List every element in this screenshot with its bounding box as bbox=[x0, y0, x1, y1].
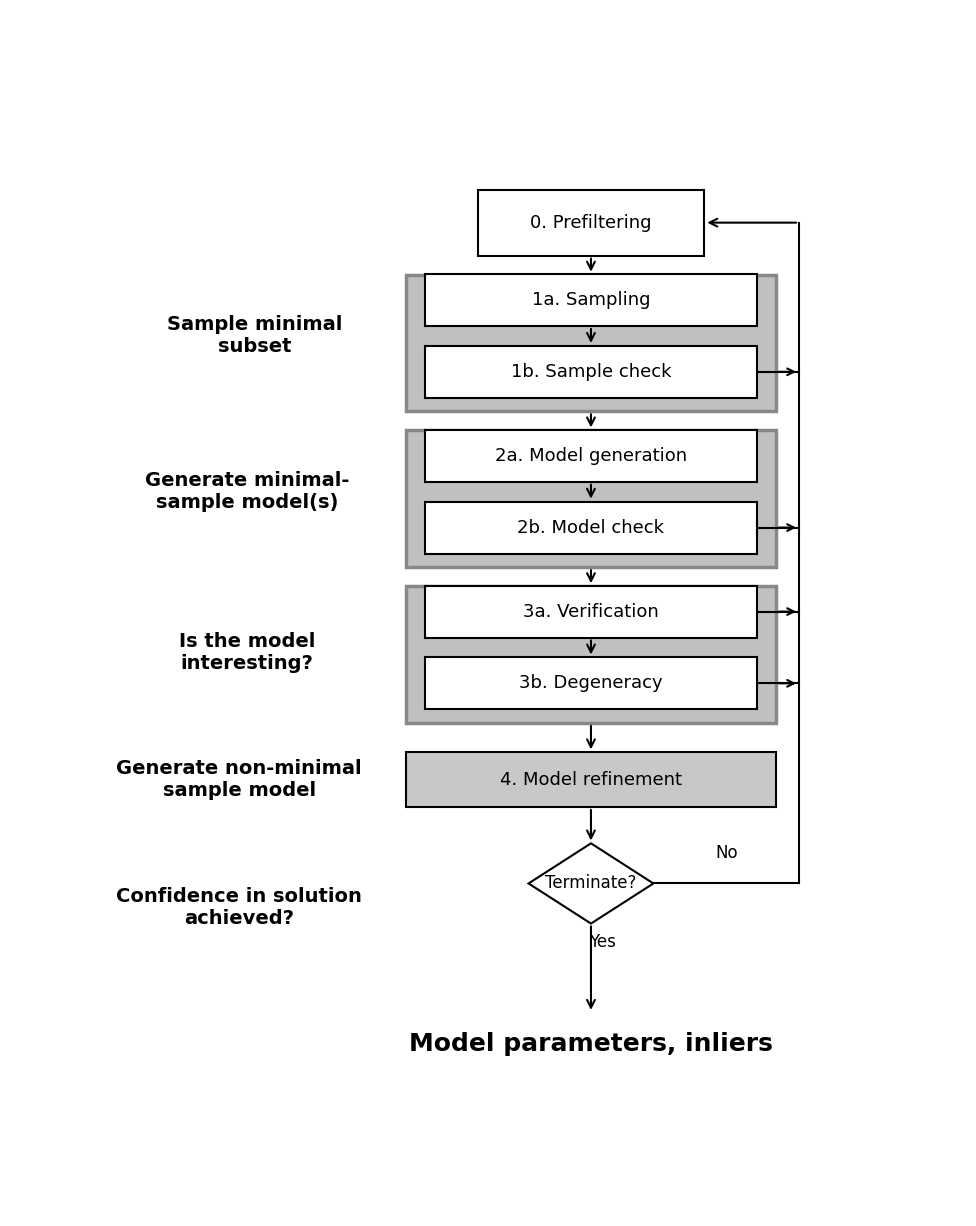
Text: Model parameters, inliers: Model parameters, inliers bbox=[409, 1032, 773, 1056]
Bar bbox=[425, 346, 757, 397]
Text: Terminate?: Terminate? bbox=[546, 874, 636, 893]
Bar bbox=[425, 586, 757, 638]
Bar bbox=[406, 753, 776, 807]
Text: 4. Model refinement: 4. Model refinement bbox=[500, 771, 682, 788]
Text: 2b. Model check: 2b. Model check bbox=[517, 519, 665, 537]
Text: Sample minimal
subset: Sample minimal subset bbox=[167, 315, 342, 357]
Bar bbox=[406, 586, 776, 723]
Bar bbox=[425, 275, 757, 326]
Bar bbox=[477, 190, 705, 256]
Bar bbox=[425, 657, 757, 710]
Bar bbox=[406, 275, 776, 412]
Text: Generate non-minimal
sample model: Generate non-minimal sample model bbox=[116, 759, 362, 801]
Text: 1b. Sample check: 1b. Sample check bbox=[510, 363, 671, 381]
Text: Yes: Yes bbox=[589, 933, 616, 951]
Bar bbox=[425, 501, 757, 553]
Text: Is the model
interesting?: Is the model interesting? bbox=[179, 631, 315, 673]
Text: 3a. Verification: 3a. Verification bbox=[523, 602, 659, 620]
Text: 3b. Degeneracy: 3b. Degeneracy bbox=[519, 674, 663, 693]
Text: 1a. Sampling: 1a. Sampling bbox=[532, 291, 650, 309]
Bar bbox=[425, 430, 757, 482]
Text: Generate minimal-
sample model(s): Generate minimal- sample model(s) bbox=[144, 471, 349, 512]
Text: 0. Prefiltering: 0. Prefiltering bbox=[530, 213, 652, 232]
Text: Confidence in solution
achieved?: Confidence in solution achieved? bbox=[116, 886, 362, 928]
Polygon shape bbox=[529, 843, 653, 923]
Bar bbox=[406, 430, 776, 568]
Text: 2a. Model generation: 2a. Model generation bbox=[495, 446, 687, 465]
Text: No: No bbox=[715, 845, 739, 862]
